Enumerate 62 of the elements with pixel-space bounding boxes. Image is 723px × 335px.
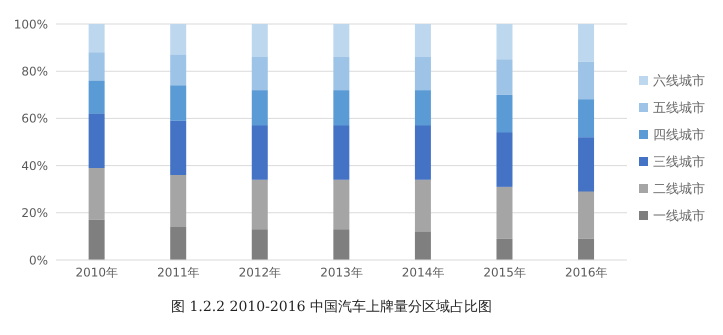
bar (170, 24, 186, 55)
legend-label: 六线城市 (652, 72, 705, 90)
bar (414, 180, 431, 232)
bar (333, 180, 350, 230)
bar (170, 54, 186, 86)
x-tick-label: 2010年 (76, 266, 118, 280)
bar (252, 24, 268, 58)
y-tick-label: 40% (21, 158, 48, 173)
legend-label: 五线城市 (652, 100, 705, 116)
bar (496, 186, 512, 239)
bar (333, 24, 350, 58)
x-tick-label: 2013年 (320, 266, 363, 280)
legend-label: 二线城市 (652, 180, 705, 198)
bar (496, 59, 512, 95)
x-tick-label: 2014年 (402, 266, 444, 280)
x-tick-label: 2011年 (157, 266, 200, 280)
bar (578, 62, 594, 100)
bar (414, 232, 431, 260)
bar (578, 100, 594, 138)
bar (414, 125, 431, 180)
bar (578, 192, 594, 239)
bar (88, 80, 105, 114)
bar (252, 125, 268, 180)
bar (333, 229, 350, 260)
bar (496, 94, 512, 133)
bar (496, 238, 512, 260)
bar (252, 229, 268, 260)
y-tick-label: 0% (28, 253, 48, 268)
bar (414, 24, 431, 58)
bar (414, 90, 431, 126)
bar (170, 85, 186, 121)
x-tick-label: 2012年 (238, 266, 282, 280)
bar (252, 90, 268, 126)
bar (578, 137, 594, 192)
bar (170, 226, 186, 260)
bar (170, 175, 186, 227)
y-tick-label: 60% (21, 112, 48, 126)
x-tick-label: 2016年 (564, 266, 608, 280)
bar (333, 57, 350, 90)
text: 图 1.2.2 2010-2016 中国汽车上牌量分区域占比图 (170, 298, 493, 316)
bar (414, 57, 431, 90)
bar (333, 125, 350, 180)
bar (88, 24, 105, 52)
legend-label: 三线城市 (652, 154, 705, 170)
bar (578, 238, 594, 260)
y-tick-label: 20% (21, 206, 48, 220)
bar (170, 120, 186, 176)
y-tick-label: 80% (21, 64, 48, 78)
bar (88, 168, 105, 220)
legend-label: 四线城市 (652, 126, 705, 144)
legend-label: 一线城市 (652, 208, 705, 224)
bar (578, 24, 594, 62)
bar (252, 57, 268, 90)
bar (88, 114, 105, 168)
bar (496, 132, 512, 187)
x-tick-label: 2015年 (483, 266, 526, 280)
bar (88, 220, 105, 260)
bar (496, 24, 512, 60)
y-tick-label: 100% (14, 17, 48, 32)
bar (88, 52, 105, 81)
bar (333, 90, 350, 126)
bar (252, 180, 268, 230)
